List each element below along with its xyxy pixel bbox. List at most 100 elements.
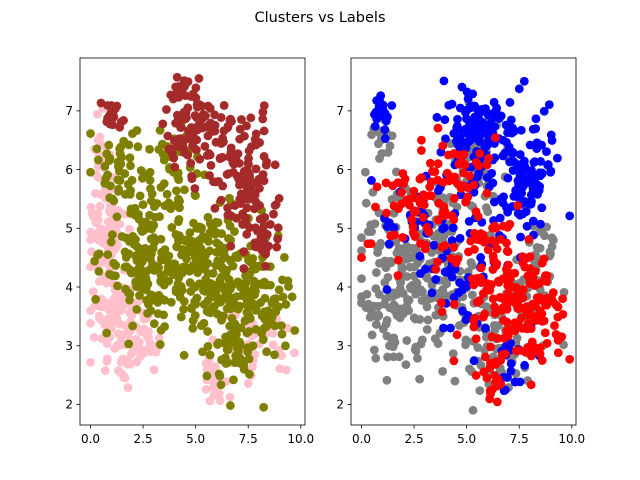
data-point <box>194 100 204 109</box>
data-point <box>260 293 270 303</box>
data-point <box>281 300 291 309</box>
data-point <box>167 223 177 232</box>
data-point <box>173 86 182 96</box>
data-point <box>482 278 492 288</box>
data-point <box>290 348 299 358</box>
data-point <box>459 181 469 191</box>
data-point <box>536 157 545 166</box>
data-point <box>200 264 209 274</box>
data-point <box>488 178 498 188</box>
data-point <box>250 190 260 200</box>
data-point <box>203 101 213 111</box>
data-point <box>226 241 236 251</box>
data-point <box>201 384 211 394</box>
data-point <box>242 300 252 310</box>
data-point <box>482 160 492 170</box>
data-point <box>505 219 515 229</box>
data-point <box>490 133 500 143</box>
data-point <box>259 221 269 231</box>
data-point <box>528 216 538 226</box>
data-point <box>171 118 180 128</box>
data-point <box>230 358 240 368</box>
data-point <box>422 325 432 334</box>
data-point <box>114 341 123 351</box>
data-point <box>417 173 426 183</box>
data-point <box>170 162 180 172</box>
data-point <box>476 253 486 262</box>
data-point <box>387 131 397 141</box>
data-point <box>228 168 238 177</box>
data-point <box>410 230 420 240</box>
data-point <box>440 241 450 250</box>
data-point <box>454 288 464 298</box>
data-point <box>127 349 136 359</box>
x-tick-label: 5.0 <box>186 432 205 446</box>
data-point <box>166 90 176 100</box>
data-point <box>487 168 497 178</box>
data-point <box>412 278 422 288</box>
data-point <box>524 178 534 188</box>
data-point <box>499 315 508 325</box>
data-point <box>426 191 436 201</box>
data-point <box>433 175 443 185</box>
data-point <box>173 270 183 280</box>
y-tick-label: 5 <box>336 222 344 236</box>
data-point <box>514 179 523 189</box>
data-point <box>501 264 511 274</box>
data-point <box>103 250 113 260</box>
data-point <box>444 100 454 110</box>
data-point <box>500 349 510 359</box>
data-point <box>273 234 283 244</box>
x-tick-label: 2.5 <box>405 432 424 446</box>
data-point <box>447 236 457 245</box>
data-point <box>433 123 443 133</box>
data-point <box>274 285 284 295</box>
data-point <box>401 360 411 369</box>
data-point <box>450 376 460 386</box>
data-point <box>135 191 145 201</box>
data-point <box>117 232 127 241</box>
data-point <box>485 363 495 373</box>
points-layer <box>86 72 300 412</box>
y-tick-label: 4 <box>65 280 73 294</box>
data-point <box>193 125 202 135</box>
data-point <box>268 340 278 350</box>
data-point <box>230 322 240 332</box>
y-tick-label: 2 <box>336 398 344 412</box>
data-point <box>469 322 479 332</box>
data-point <box>532 243 542 252</box>
data-point <box>465 103 475 113</box>
data-point <box>378 100 388 110</box>
y-tick-label: 3 <box>336 339 344 353</box>
data-point <box>242 121 251 131</box>
data-point <box>484 153 493 163</box>
data-point <box>497 306 507 315</box>
data-point <box>91 294 101 304</box>
data-point <box>172 72 182 82</box>
data-point <box>370 121 380 131</box>
data-point <box>205 246 215 256</box>
data-point <box>124 140 134 150</box>
data-point <box>550 321 559 330</box>
data-point <box>225 292 234 302</box>
data-point <box>93 109 102 119</box>
data-point <box>438 141 448 151</box>
data-point <box>459 168 468 178</box>
data-point <box>262 347 272 357</box>
data-point <box>192 293 202 303</box>
data-point <box>268 328 278 338</box>
data-point <box>438 209 448 219</box>
data-point <box>107 230 117 240</box>
data-point <box>491 106 501 116</box>
data-point <box>402 336 412 345</box>
data-point <box>422 302 432 312</box>
data-point <box>455 278 465 288</box>
data-point <box>480 106 490 116</box>
data-point <box>437 307 447 317</box>
data-point <box>514 84 524 94</box>
data-point <box>482 373 492 383</box>
data-point <box>357 274 366 284</box>
data-point <box>395 244 405 254</box>
data-point <box>485 386 495 396</box>
data-point <box>431 275 441 284</box>
